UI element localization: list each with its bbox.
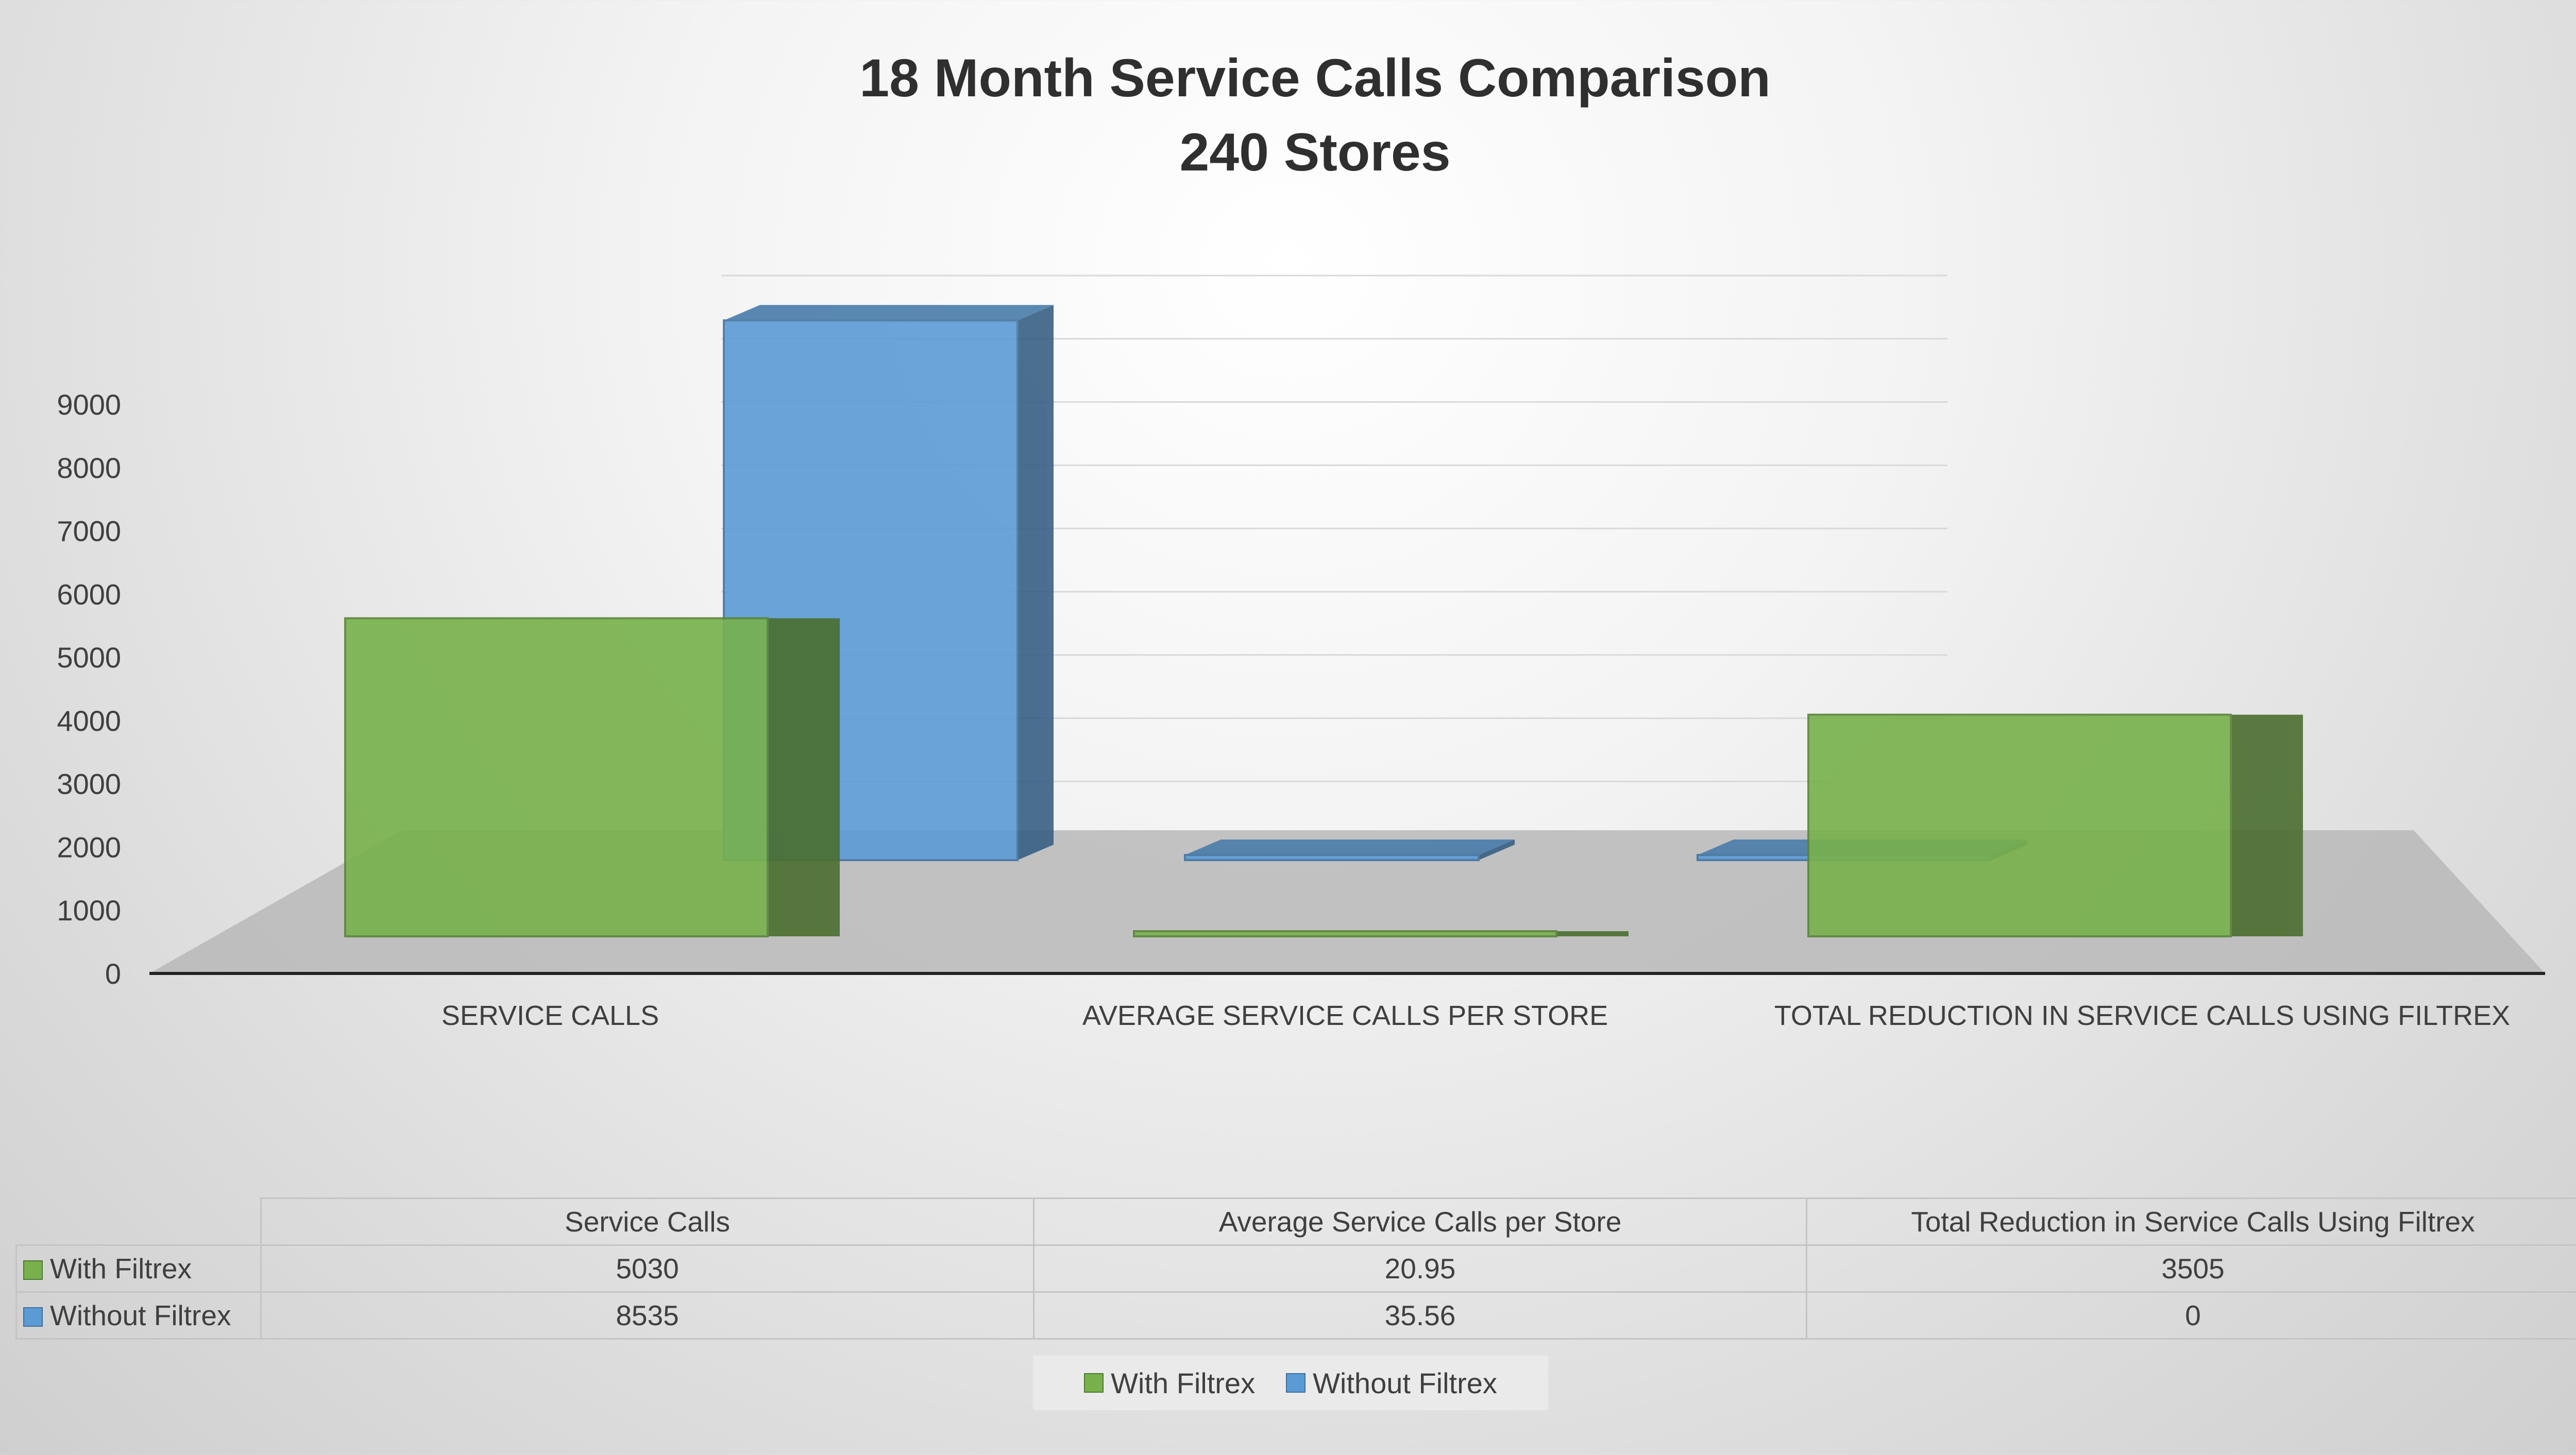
bar-side-face bbox=[1018, 305, 1054, 860]
x-axis-categories: SERVICE CALLS AVERAGE SERVICE CALLS PER S… bbox=[442, 1000, 2510, 1031]
bar-front-face bbox=[1133, 930, 1557, 937]
green-swatch-icon bbox=[23, 1260, 43, 1280]
table-row: Without Filtrex 8535 35.56 0 bbox=[15, 1291, 2576, 1340]
data-table: Service Calls Average Service Calls per … bbox=[15, 1197, 2576, 1340]
bar-side-face bbox=[2231, 714, 2303, 936]
y-tick-label: 4000 bbox=[57, 705, 121, 737]
bar-front-face bbox=[1807, 713, 2232, 938]
y-tick-label: 2000 bbox=[57, 831, 121, 863]
row-label-text: Without Filtrex bbox=[50, 1299, 231, 1331]
chart-title: 18 Month Service Calls Comparison 240 St… bbox=[0, 41, 2576, 190]
table-header: Total Reduction in Service Calls Using F… bbox=[1806, 1197, 2576, 1246]
y-tick-label: 9000 bbox=[57, 388, 121, 421]
bar-without-filtrex bbox=[1184, 840, 1515, 861]
x-category-label: SERVICE CALLS bbox=[442, 1000, 659, 1031]
table-cell: 5030 bbox=[260, 1244, 1035, 1293]
table-header: Average Service Calls per Store bbox=[1033, 1197, 1807, 1246]
legend-item-without-filtrex: Without Filtrex bbox=[1286, 1366, 1497, 1400]
legend-label: With Filtrex bbox=[1111, 1366, 1256, 1399]
bar-top-face bbox=[1185, 840, 1515, 855]
legend-item-with-filtrex: With Filtrex bbox=[1084, 1366, 1255, 1400]
table-header: Service Calls bbox=[260, 1197, 1035, 1246]
row-label-text: With Filtrex bbox=[50, 1253, 192, 1285]
table-row-label: Without Filtrex bbox=[15, 1291, 262, 1340]
y-axis: 0 1000 2000 3000 4000 5000 6000 7000 8000 9000 bbox=[57, 388, 121, 990]
bar-side-face bbox=[1556, 931, 1629, 936]
y-tick-label: 7000 bbox=[57, 515, 121, 547]
y-tick-label: 8000 bbox=[57, 452, 121, 484]
chart-legend: With Filtrex Without Filtrex bbox=[1033, 1356, 1548, 1410]
table-header-row: Service Calls Average Service Calls per … bbox=[16, 1197, 2576, 1246]
green-swatch-icon bbox=[1084, 1373, 1104, 1393]
y-tick-label: 6000 bbox=[57, 578, 121, 610]
y-tick-label: 5000 bbox=[57, 641, 121, 674]
bar-with-filtrex bbox=[344, 617, 840, 937]
table-cell: 20.95 bbox=[1033, 1244, 1807, 1293]
bar-front-face bbox=[344, 617, 769, 937]
chart-subtitle: 240 Stores bbox=[1179, 123, 1451, 182]
table-cell: 8535 bbox=[260, 1291, 1035, 1340]
y-tick-label: 3000 bbox=[57, 768, 121, 800]
blue-swatch-icon bbox=[23, 1307, 43, 1327]
chart-plot: 0 1000 2000 3000 4000 5000 6000 7000 8000 9000 SE… bbox=[57, 275, 2545, 1031]
bar-top-face bbox=[724, 305, 1054, 321]
bar-side-face bbox=[768, 618, 840, 936]
table-row: With Filtrex 5030 20.95 3505 bbox=[15, 1244, 2576, 1293]
chart-title-line1: 18 Month Service Calls Comparison bbox=[859, 48, 1771, 108]
y-tick-label: 0 bbox=[105, 957, 121, 990]
y-tick-label: 1000 bbox=[57, 894, 121, 927]
x-category-label: TOTAL REDUCTION IN SERVICE CALLS USING F… bbox=[1774, 1000, 2510, 1031]
table-row-label: With Filtrex bbox=[15, 1244, 262, 1293]
blue-swatch-icon bbox=[1286, 1373, 1306, 1393]
bar-side-face bbox=[1479, 840, 1515, 860]
table-cell: 35.56 bbox=[1033, 1291, 1807, 1340]
bar-with-filtrex bbox=[1807, 713, 2303, 938]
table-cell: 0 bbox=[1806, 1291, 2576, 1340]
legend-label: Without Filtrex bbox=[1313, 1366, 1497, 1399]
bar-front-face bbox=[1184, 854, 1480, 861]
table-cell: 3505 bbox=[1806, 1244, 2576, 1293]
x-category-label: AVERAGE SERVICE CALLS PER STORE bbox=[1082, 1000, 1608, 1031]
table-corner bbox=[16, 1198, 262, 1246]
bar-series bbox=[344, 305, 2303, 938]
bar-with-filtrex bbox=[1133, 930, 1629, 937]
